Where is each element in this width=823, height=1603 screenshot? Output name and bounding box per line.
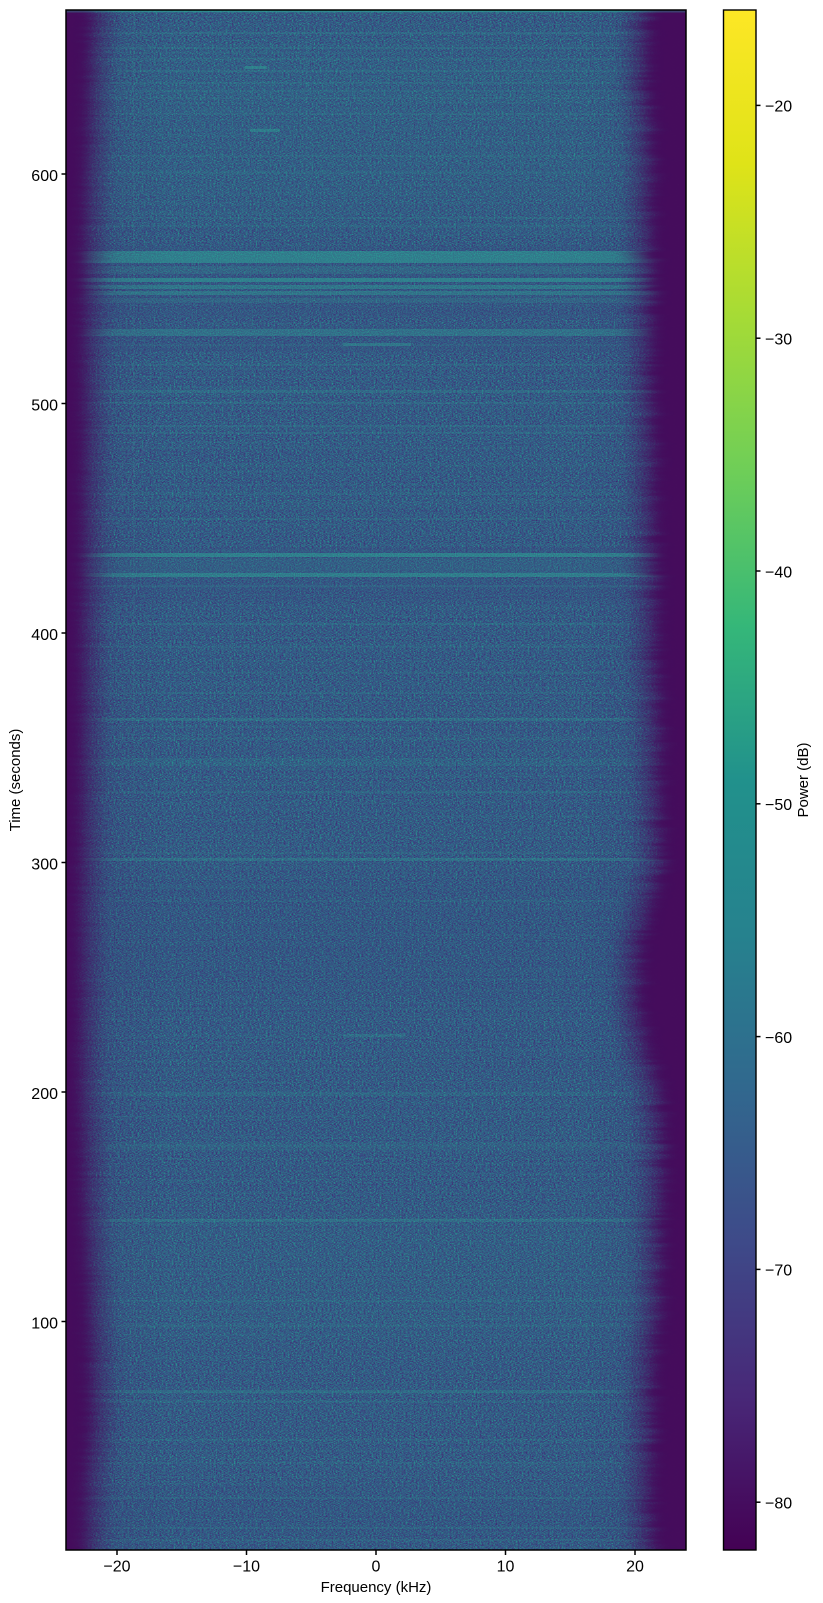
svg-text:300: 300 <box>31 857 58 874</box>
svg-text:600: 600 <box>31 168 58 185</box>
svg-text:10: 10 <box>497 1559 515 1576</box>
svg-text:−20: −20 <box>103 1559 130 1576</box>
svg-text:−10: −10 <box>233 1559 260 1576</box>
svg-text:Power (dB): Power (dB) <box>795 742 812 817</box>
svg-text:500: 500 <box>31 398 58 415</box>
svg-text:100: 100 <box>31 1316 58 1333</box>
svg-text:−30: −30 <box>765 332 792 349</box>
svg-text:400: 400 <box>31 627 58 644</box>
svg-text:Frequency (kHz): Frequency (kHz) <box>321 1579 432 1596</box>
svg-text:−80: −80 <box>765 1496 792 1513</box>
svg-text:−20: −20 <box>765 99 792 116</box>
svg-text:20: 20 <box>626 1559 644 1576</box>
svg-text:200: 200 <box>31 1086 58 1103</box>
svg-text:−50: −50 <box>765 797 792 814</box>
svg-text:−40: −40 <box>765 564 792 581</box>
svg-text:−60: −60 <box>765 1030 792 1047</box>
svg-text:0: 0 <box>372 1559 381 1576</box>
svg-text:Time (seconds): Time (seconds) <box>7 729 24 832</box>
svg-text:−70: −70 <box>765 1263 792 1280</box>
